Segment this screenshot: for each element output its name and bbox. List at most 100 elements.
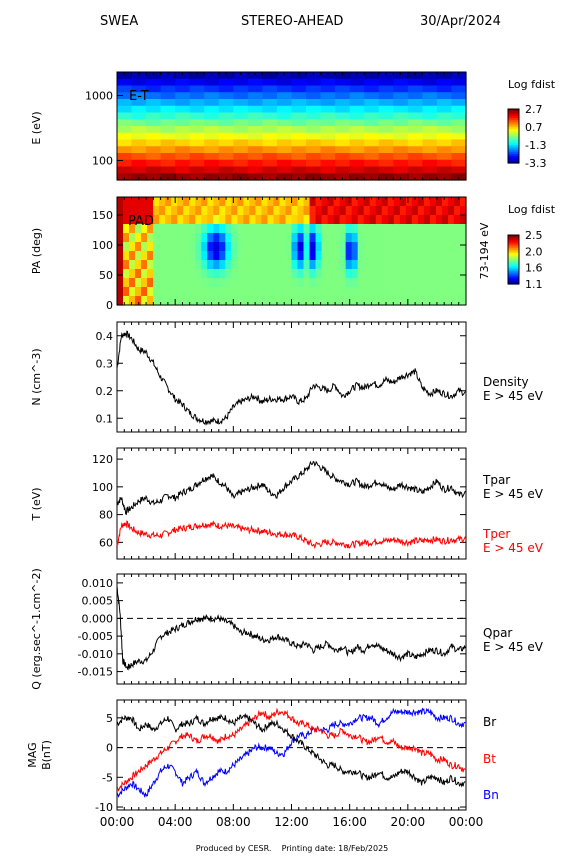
pad-heatmap-cell (321, 242, 329, 252)
colorbar-segment (508, 249, 519, 252)
pad-heatmap-cell (231, 296, 238, 306)
pad-heatmap-cell (435, 260, 443, 270)
colorbar-segment (508, 130, 519, 133)
et-heatmap-cell (378, 78, 394, 87)
pad-heatmap-cell (309, 269, 317, 279)
pad-heatmap-cell (309, 224, 317, 234)
pad-heatmap-cell (249, 206, 256, 216)
et-heatmap-cell (146, 99, 162, 107)
x-tick-label: 08:00 (216, 815, 251, 829)
colorbar-segment (508, 277, 519, 280)
et-heatmap-cell (436, 85, 453, 93)
density-panel-frame (116, 321, 467, 433)
colorbar-segment (508, 264, 519, 267)
pad-heatmap-cell (369, 242, 377, 252)
et-heatmap-cell (364, 105, 380, 114)
pad-heatmap-cell (219, 224, 226, 234)
pad-heatmap-cell (381, 233, 389, 243)
colorbar-segment (508, 125, 519, 128)
pad-heatmap-cell (219, 215, 226, 225)
qpar-legend-name: Qpar (483, 626, 512, 640)
pad-heatmap-cell (183, 269, 190, 279)
et-heatmap-cell (349, 166, 365, 174)
pad-colorbar-title: Log fdist (508, 203, 556, 216)
et-heatmap-cell (146, 139, 162, 147)
pad-heatmap-cell (267, 206, 275, 216)
et-heatmap-cell (306, 105, 322, 114)
et-heatmap-cell (218, 85, 234, 93)
et-heatmap-cell (247, 112, 264, 120)
et-heatmap-cell (117, 166, 133, 174)
colorbar-segment (508, 114, 519, 117)
et-heatmap-cell (349, 72, 365, 80)
pad-heatmap-cell (441, 215, 449, 225)
pad-heatmap-cell (231, 251, 238, 261)
pad-heatmap-cell (255, 278, 263, 288)
spacecraft-label: STEREO-AHEAD (241, 14, 344, 29)
bt-legend: Bt (483, 752, 496, 766)
pad-heatmap-cell (249, 269, 256, 279)
pad-heatmap-cell (129, 260, 136, 270)
et-heatmap-cell (291, 146, 307, 154)
pad-heatmap-cell (171, 260, 178, 270)
et-heatmap-cell (204, 126, 220, 134)
pad-heatmap-cell (321, 251, 329, 261)
et-heatmap-cell (422, 92, 438, 100)
et-heatmap-cell (276, 173, 293, 181)
pad-heatmap-cell (243, 233, 250, 243)
pad-heatmap-cell (453, 206, 461, 216)
et-heatmap-cell (276, 85, 293, 93)
pad-heatmap-cell (387, 224, 395, 234)
pad-heatmap-cell (249, 296, 256, 306)
pad-heatmap-cell (213, 278, 220, 288)
pad-heatmap-cell (369, 206, 377, 216)
pad-heatmap-cell (267, 224, 275, 234)
colorbar-segment (508, 235, 519, 238)
pad-heatmap-cell (225, 287, 232, 297)
pad-heatmap-cell (321, 278, 329, 288)
pad-heatmap-cell (207, 215, 214, 225)
et-heatmap-cell (320, 99, 336, 107)
pad-heatmap-cell (213, 233, 220, 243)
pad-heatmap-cell (399, 296, 407, 306)
pad-heatmap-cell (171, 215, 178, 225)
et-heatmap-cell (146, 119, 162, 127)
pad-heatmap-cell (429, 260, 437, 270)
pad-heatmap-cell (183, 197, 190, 207)
et-heatmap-cell (233, 112, 249, 120)
et-heatmap-cell (349, 99, 365, 107)
pad-heatmap-cell (183, 233, 190, 243)
pad-heatmap-cell (117, 224, 124, 234)
pad-heatmap-cell (141, 269, 148, 279)
et-heatmap-cell (175, 99, 191, 107)
et-heatmap-cell (218, 173, 234, 181)
pad-heatmap-cell (219, 269, 226, 279)
qpar-series-line (116, 586, 466, 671)
pad-heatmap-cell (183, 224, 190, 234)
et-heatmap-cell (320, 119, 336, 127)
pad-heatmap-cell (363, 260, 371, 270)
pad-heatmap-cell (273, 296, 281, 306)
pad-heatmap-cell (363, 296, 371, 306)
et-heatmap-cell (262, 139, 278, 147)
et-heatmap-cell (393, 99, 409, 107)
pad-heatmap-cell (123, 206, 130, 216)
pad-heatmap-cell (153, 233, 160, 243)
pad-heatmap-cell (357, 269, 365, 279)
et-colorbar-title: Log fdist (508, 78, 556, 91)
pad-heatmap-cell (135, 215, 142, 225)
pad-heatmap-cell (135, 260, 142, 270)
pad-heatmap-cell (135, 269, 142, 279)
pad-heatmap-cell (159, 233, 166, 243)
qpar-y-tick-label: 0.005 (82, 595, 114, 608)
pad-heatmap-cell (201, 233, 208, 243)
pad-heatmap-cell (315, 215, 323, 225)
pad-heatmap-cell (207, 296, 214, 306)
et-heatmap-cell (175, 105, 191, 114)
et-heatmap-cell (189, 139, 205, 147)
pad-heatmap-cell (165, 233, 172, 243)
pad-heatmap-cell (447, 224, 455, 234)
pad-heatmap-cell (315, 197, 323, 207)
pad-heatmap-cell (351, 260, 359, 270)
pad-heatmap-cell (411, 296, 419, 306)
